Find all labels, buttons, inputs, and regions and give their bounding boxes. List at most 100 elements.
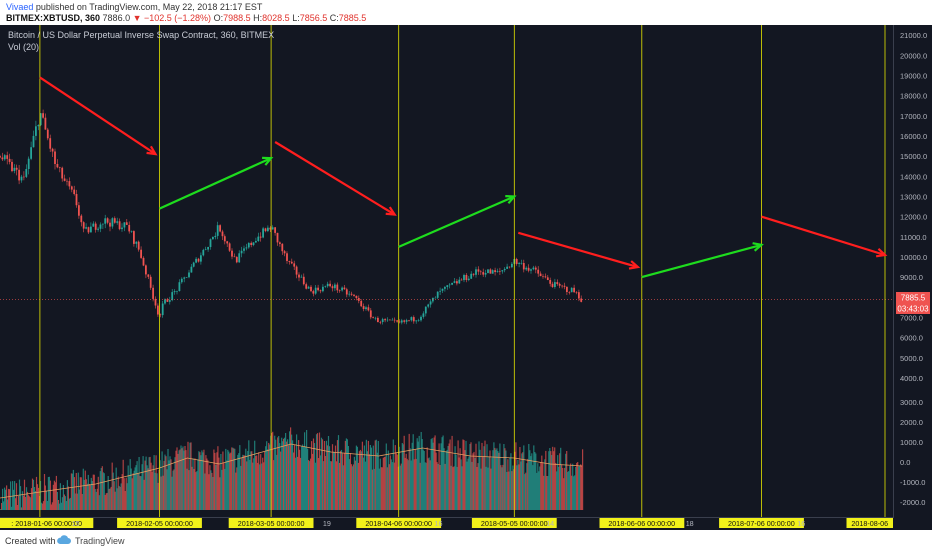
volume-bar (526, 463, 528, 510)
volume-bar (94, 489, 96, 510)
volume-bar (248, 440, 250, 510)
volume-bar (284, 437, 286, 510)
candle-body (157, 305, 159, 315)
volume-bar (389, 455, 391, 510)
volume-bar (299, 449, 301, 510)
candle-body (578, 292, 580, 299)
volume-bar (217, 446, 219, 510)
volume-bar (135, 465, 137, 510)
volume-bar (443, 448, 445, 510)
volume-bar (230, 452, 232, 510)
candle-body (295, 266, 298, 275)
svg-text:16: 16 (435, 519, 443, 528)
volume-bar (35, 476, 38, 510)
candle-body (319, 290, 322, 292)
candle-body (302, 276, 305, 285)
volume-bar (71, 473, 73, 510)
volume-bar (91, 481, 93, 510)
price-axis[interactable]: 4000.05000.06000.07000.08000.09000.01000… (893, 25, 932, 530)
author-link[interactable]: Vivaed (6, 2, 34, 12)
publish-info: Vivaed published on TradingView.com, May… (6, 2, 262, 12)
volume-bar (496, 448, 498, 510)
candle-body (54, 151, 56, 164)
volume-bar (463, 440, 465, 510)
volume-bar (281, 437, 283, 510)
volume-bar (259, 464, 261, 510)
volume-bar (6, 485, 8, 510)
candle-body (400, 320, 403, 323)
candle-body (456, 281, 458, 284)
candle-body (118, 221, 121, 230)
candle-body (46, 129, 49, 139)
volume-bar (355, 445, 357, 510)
volume-bar (385, 443, 387, 510)
candle-body (204, 249, 207, 250)
marker-date-label: : 2018-01-06 00:00:00 (0, 518, 94, 528)
candle-body (27, 158, 30, 169)
volume-bar (562, 468, 564, 510)
volume-bar (350, 464, 352, 510)
candle-body (334, 284, 336, 289)
candle-body (228, 243, 231, 251)
volume-bar (207, 460, 209, 510)
volume-bar (536, 472, 538, 510)
volume-bar (47, 477, 49, 510)
candle-body (530, 269, 532, 271)
volume-bar (225, 448, 227, 510)
candle-body (102, 223, 104, 225)
volume-bar (309, 461, 311, 510)
volume-bar (553, 451, 555, 510)
candle-body (417, 320, 420, 321)
volume-bar (144, 460, 146, 510)
volume-bar (316, 433, 319, 510)
volume-bar (351, 466, 353, 510)
candle-body (491, 270, 494, 274)
candle-body (494, 270, 496, 272)
volume-bar (64, 496, 66, 510)
published-text: published on TradingView.com, May 22, 20… (35, 2, 263, 12)
volume-pane (0, 427, 584, 510)
volume-bar (491, 457, 493, 510)
candle-body (470, 273, 473, 279)
volume-bar (319, 455, 322, 510)
candle-body (463, 275, 465, 281)
volume-bar (307, 448, 309, 510)
ohlc-readout: BITMEX:XBTUSD, 360 7886.0 ▼ −102.5 (−1.2… (6, 13, 366, 23)
volume-bar (85, 479, 87, 510)
volume-bar (249, 459, 251, 510)
volume-bar (550, 451, 552, 510)
volume-bar (194, 458, 196, 510)
volume-bar (440, 443, 442, 510)
volume-bar (111, 462, 113, 510)
volume-bar (162, 475, 164, 510)
price-chart[interactable]: 4000.05000.06000.07000.08000.09000.01000… (0, 25, 932, 530)
volume-tick-label: 1000.0 (900, 438, 923, 447)
volume-bar (131, 478, 133, 510)
candle-body (154, 298, 157, 306)
volume-bar (133, 470, 135, 510)
candle-body (312, 291, 315, 294)
volume-bar (301, 446, 303, 510)
volume-bar (126, 483, 128, 510)
symbol-label: BITMEX:XBTUSD, 360 (6, 13, 101, 23)
price-tick-label: 13000.0 (900, 193, 927, 202)
volume-bar (83, 479, 85, 510)
volume-bar (138, 457, 140, 510)
volume-bar (7, 499, 9, 510)
volume-bar (416, 438, 418, 510)
candle-body (403, 320, 406, 322)
candle-body (343, 287, 346, 290)
volume-bar (337, 435, 340, 510)
candle-body (11, 161, 13, 172)
candle-body (140, 249, 142, 258)
volume-bar (246, 461, 248, 510)
volume-bar (30, 488, 33, 510)
volume-bar (147, 468, 149, 510)
candle-body (109, 222, 111, 227)
tradingview-brand[interactable]: TradingView (75, 536, 125, 546)
volume-bar (267, 449, 269, 510)
volume-bar (52, 484, 54, 510)
candle-body (360, 300, 363, 307)
volume-bar (457, 440, 459, 510)
